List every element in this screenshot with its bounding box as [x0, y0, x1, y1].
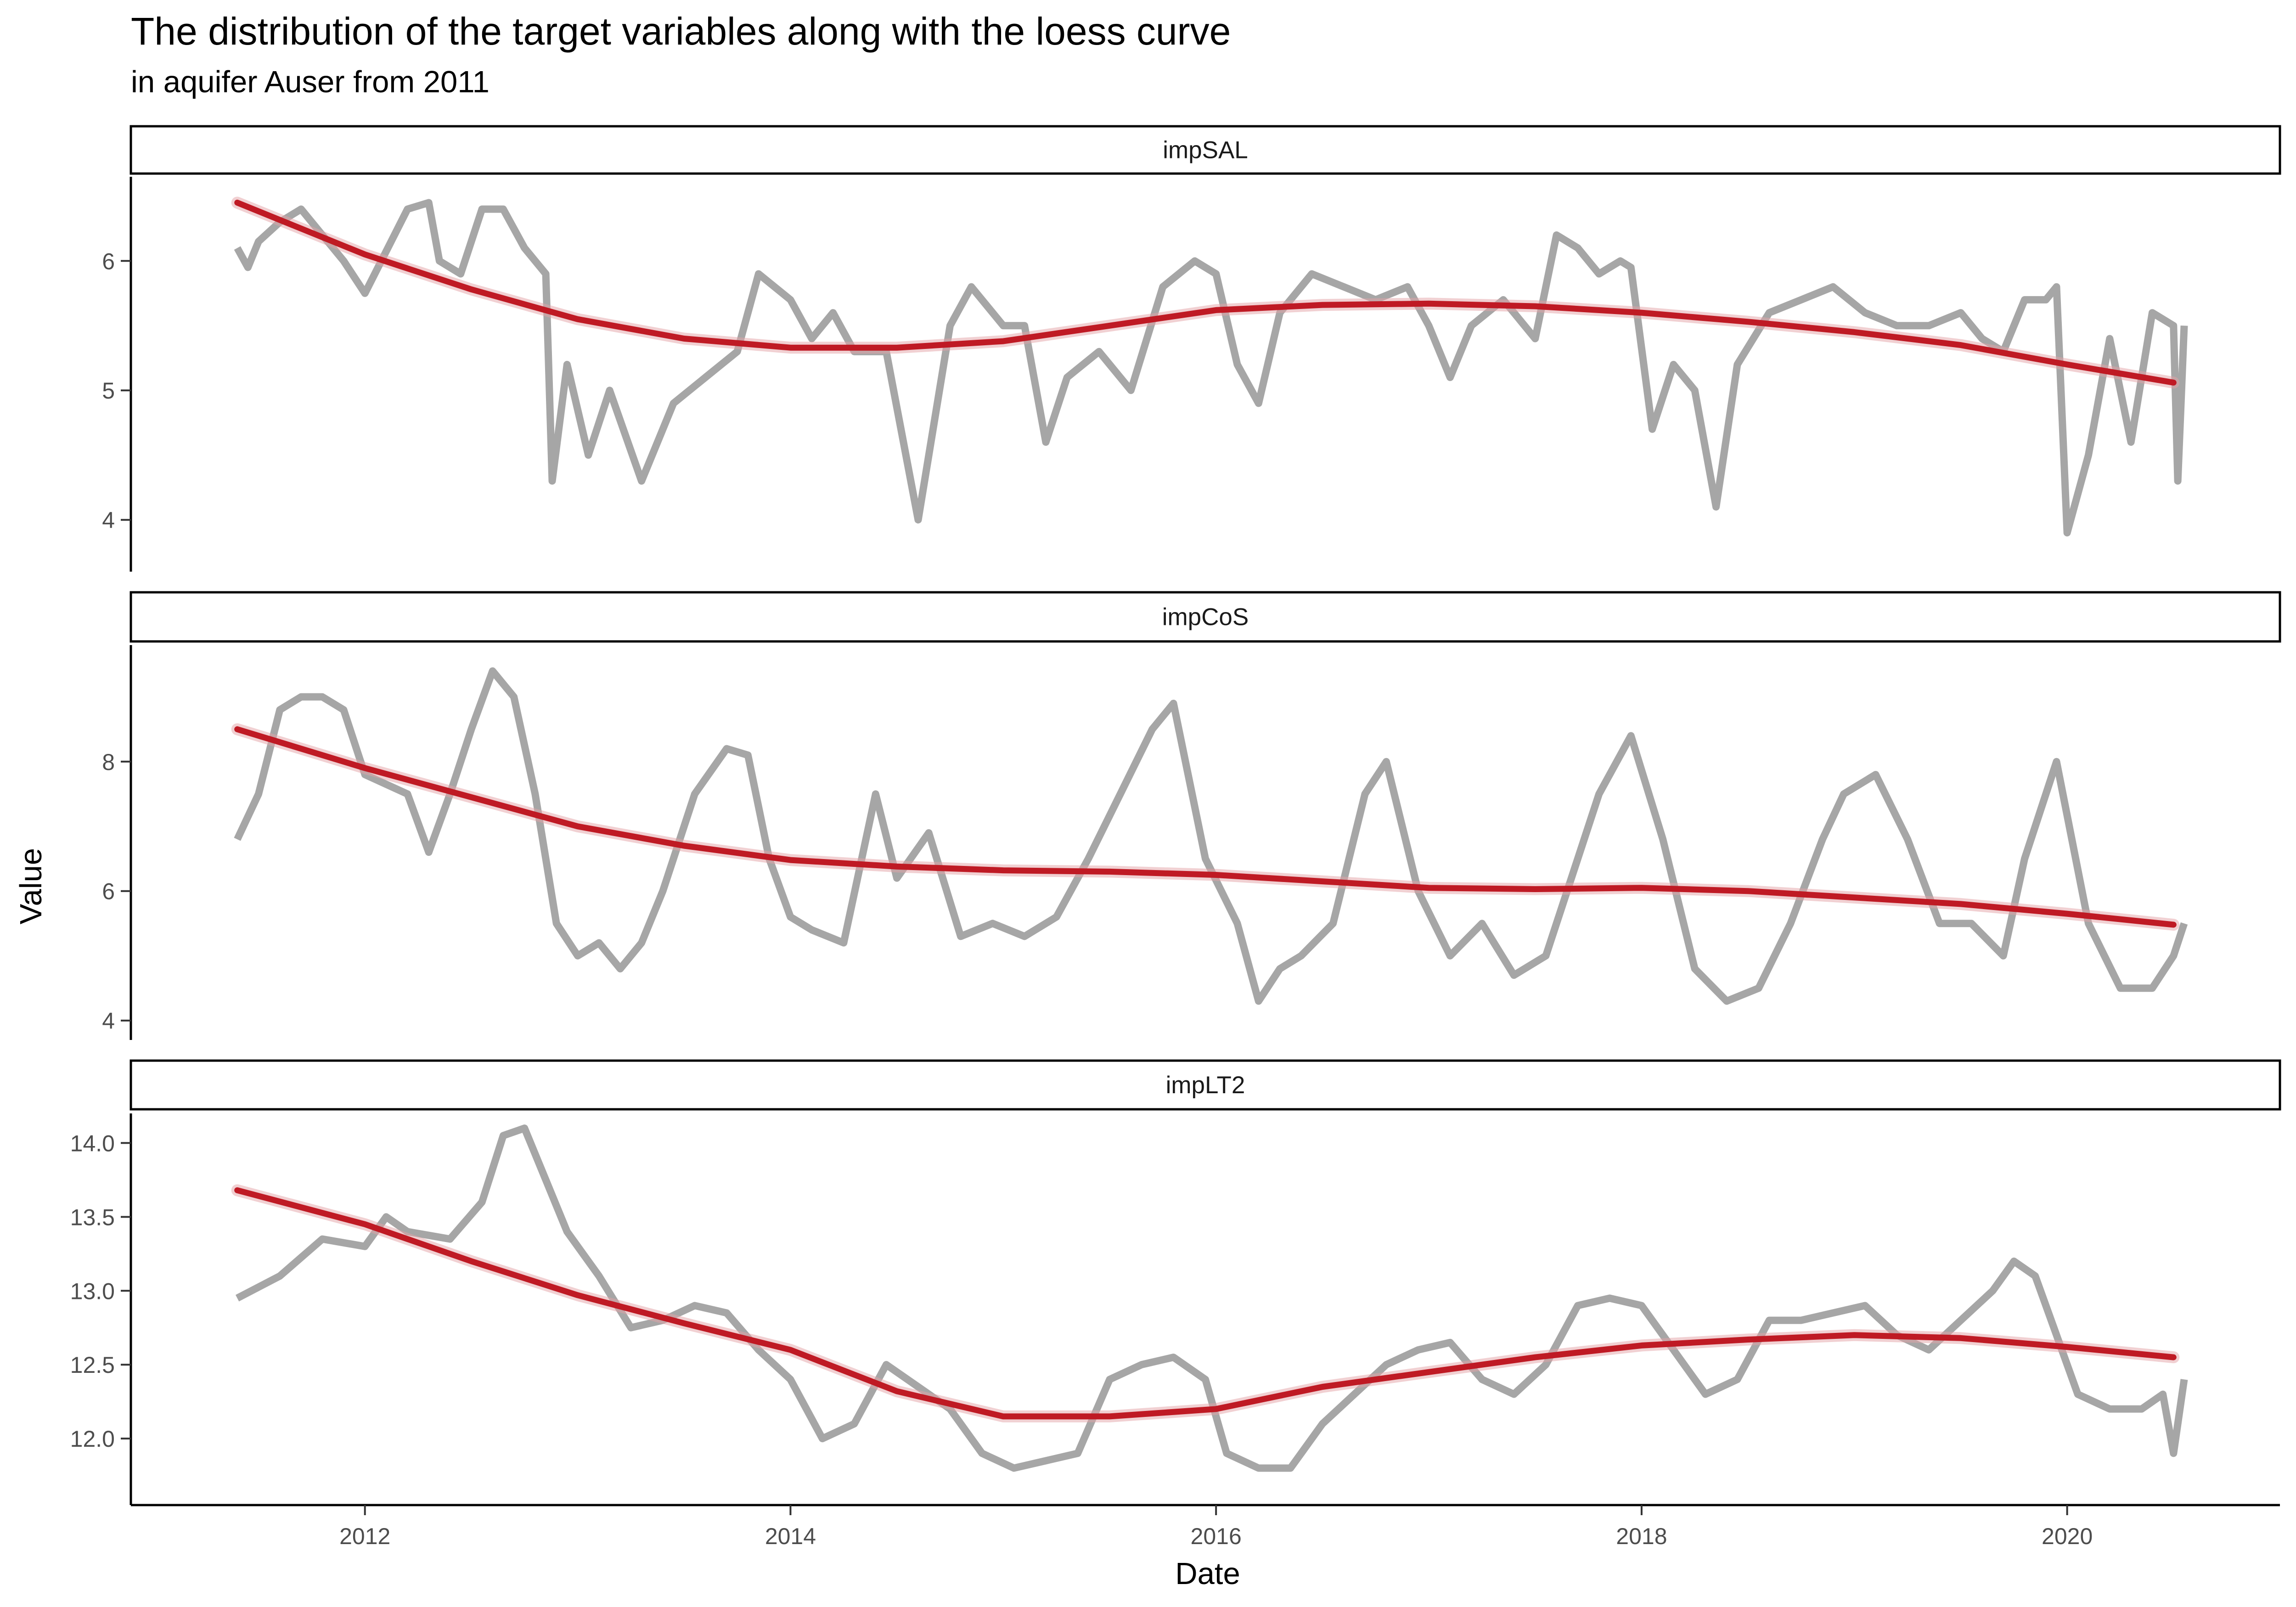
raw-series-impLT2	[236, 1124, 2188, 1472]
y-tick-label-impCoS: 4	[102, 1008, 115, 1034]
raw-series-impCoS	[234, 667, 2188, 1005]
x-tick-label: 2020	[2042, 1523, 2093, 1549]
x-tick-label: 2018	[1616, 1523, 1667, 1549]
y-tick-label-impCoS: 8	[102, 749, 115, 775]
x-tick-label: 2012	[339, 1523, 390, 1549]
loess-line-impSAL	[234, 199, 2177, 386]
y-tick-label-impLT2: 14.0	[70, 1130, 115, 1156]
y-tick-label-impLT2: 12.0	[70, 1426, 115, 1452]
y-tick-label-impSAL: 6	[102, 248, 115, 274]
facet-label-impCoS: impCoS	[1162, 604, 1249, 631]
loess-line-impCoS	[234, 726, 2177, 928]
y-tick-label-impLT2: 13.0	[70, 1278, 115, 1304]
x-tick-label: 2014	[765, 1523, 816, 1549]
raw-series-impSAL	[234, 199, 2188, 537]
y-tick-label-impCoS: 6	[102, 879, 115, 905]
chart-title: The distribution of the target variables…	[131, 10, 1231, 53]
x-axis-title: Date	[1175, 1556, 1240, 1591]
facet-strip-impCoS	[129, 591, 2281, 643]
y-tick-label-impSAL: 5	[102, 378, 115, 404]
facet-strip-impSAL	[129, 125, 2281, 175]
chart-subtitle: in aquifer Auser from 2011	[131, 65, 490, 99]
x-tick-label: 2016	[1191, 1523, 1242, 1549]
facet-label-impLT2: impLT2	[1166, 1072, 1245, 1099]
loess-line-impLT2	[234, 1187, 2177, 1420]
y-axis-title: Value	[14, 848, 48, 924]
facet-label-impSAL: impSAL	[1163, 137, 1248, 164]
loess-band-impSAL	[231, 197, 2180, 389]
facet-strip-impLT2	[129, 1059, 2281, 1111]
y-tick-label-impSAL: 4	[102, 507, 115, 533]
y-tick-label-impLT2: 12.5	[70, 1352, 115, 1378]
y-tick-label-impLT2: 13.5	[70, 1204, 115, 1230]
